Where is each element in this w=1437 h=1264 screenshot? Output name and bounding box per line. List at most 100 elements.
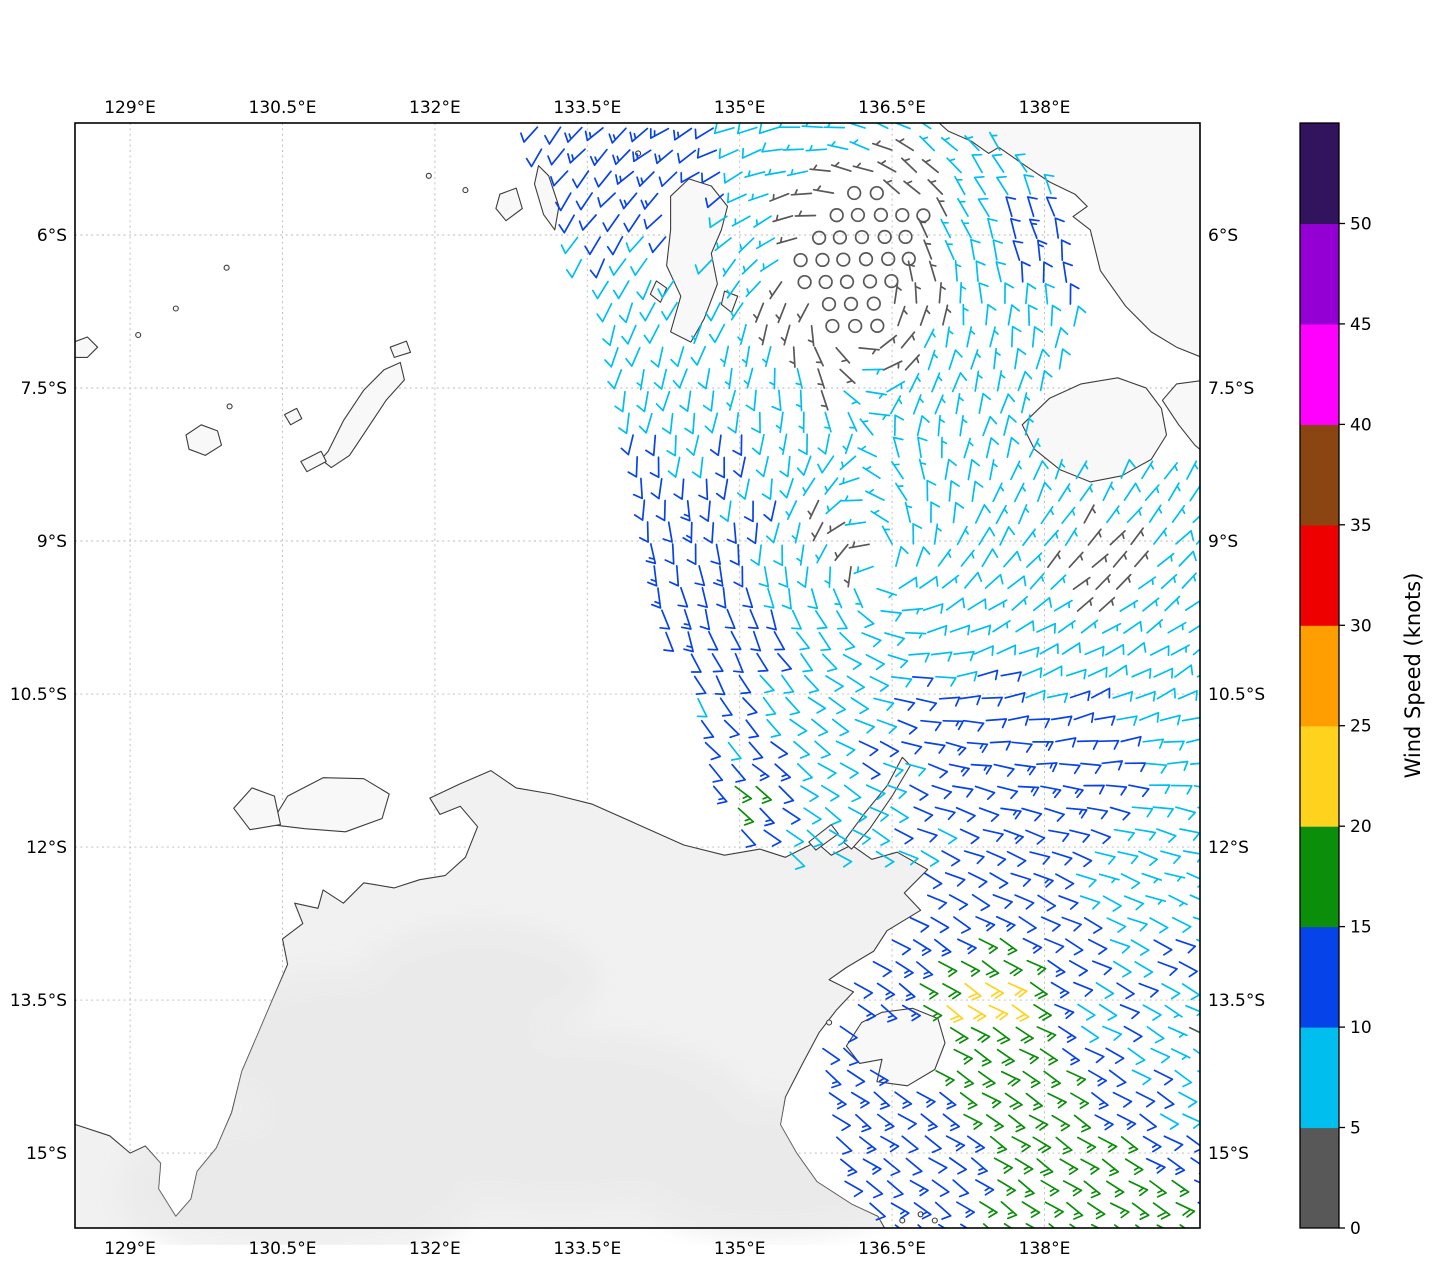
wind-barb [1028,438,1041,458]
wind-barb [1112,550,1128,568]
wind-barb [843,566,852,588]
wind-barb [839,762,859,779]
wind-barb [809,164,831,172]
calm-circle [848,318,863,334]
wind-barb [1108,664,1128,678]
calm-circle [870,318,885,333]
wind-barb [1003,959,1023,977]
wind-barb [780,324,791,346]
colorbar-tick-label: 50 [1350,215,1372,235]
wind-barb [877,160,897,173]
lat-label-right: 6°S [1208,226,1238,246]
wind-barb [944,239,955,260]
wind-barb [942,304,952,326]
wind-barb [778,785,795,805]
wind-barb [957,938,977,955]
wind-barb [1017,1179,1035,1198]
wind-barb [679,390,692,413]
wind-barb [934,938,952,957]
wind-barb [1000,671,1022,682]
wind-barb [1167,621,1187,634]
wind-barb [1091,960,1113,976]
wind-barb [1036,622,1057,634]
wind-barb [1015,1026,1034,1044]
wind-barb [905,762,927,777]
coastline-kai-kecil [495,187,523,222]
wind-barb [1077,1136,1097,1154]
wind-barb [1156,1091,1175,1110]
wind-barb [909,916,930,933]
wind-barb [882,360,903,371]
wind-barb [919,575,939,589]
wind-barb [593,170,612,188]
wind-barb [927,763,949,779]
wind-barb [778,433,788,455]
wind-barb [1000,393,1016,414]
wind-barb [931,784,953,800]
wind-barb [713,565,724,587]
wind-barb [904,631,927,639]
wind-barb [1028,1114,1049,1131]
wind-barb [785,500,798,520]
wind-barb [985,437,1000,459]
wind-barb [797,433,809,456]
wind-barb [967,458,981,481]
wind-barb [975,1179,995,1196]
wind-barb [895,138,915,152]
wind-barb [795,367,803,390]
wind-barb [986,850,1007,867]
wind-barb [805,144,828,152]
wind-barb [1022,937,1043,954]
wind-barb [791,522,801,544]
wind-barb [1161,983,1181,1000]
wind-barb [691,456,704,479]
wind-barb [1028,718,1051,729]
wind-barb [1060,239,1071,261]
wind-barb [1120,458,1136,479]
wind-barb [1029,851,1051,865]
wind-barb [1066,1070,1087,1086]
wind-barb [1102,1025,1123,1041]
wind-barb [901,741,923,755]
wind-barb [1040,505,1054,525]
wind-barb [1135,1091,1156,1108]
wind-barb [1090,687,1111,699]
wind-barb-layer [520,123,1200,1228]
wind-barb [1007,575,1027,590]
wind-barb [832,1114,851,1132]
wind-barb [1017,785,1040,797]
wind-barb [769,192,790,202]
wind-barb [1171,916,1192,933]
wind-barb [1135,1224,1142,1228]
colorbar-tick-label: 40 [1350,415,1372,435]
wind-barb [1059,1158,1079,1176]
wind-barb [758,123,780,135]
wind-barb [981,548,999,568]
wind-barb [904,354,920,371]
wind-barb [1006,850,1027,867]
wind-barb [755,785,773,804]
wind-barb [1123,620,1143,634]
coastline-selaru [300,450,327,473]
wind-barb [1115,573,1132,590]
wind-barb [1130,939,1150,956]
wind-barb [1037,239,1048,262]
colorbar-segment [1300,524,1339,626]
wind-barb [934,394,946,415]
wind-barb [1026,196,1038,218]
wind-barb [894,1224,901,1228]
wind-barb [1157,552,1175,567]
wind-barb [1101,1158,1120,1177]
wind-barb [737,807,755,826]
wind-barb [865,784,886,801]
wind-barb [1046,692,1069,704]
wind-barb [785,696,801,716]
wind-barb [1075,460,1089,480]
wind-barb [1080,1158,1100,1175]
wind-barb [861,632,882,648]
wind-barb [1069,283,1080,305]
wind-barb [1042,261,1053,283]
wind-barb [835,346,851,364]
lat-label-right: 10.5°S [1208,685,1265,705]
wind-barb [680,171,700,184]
